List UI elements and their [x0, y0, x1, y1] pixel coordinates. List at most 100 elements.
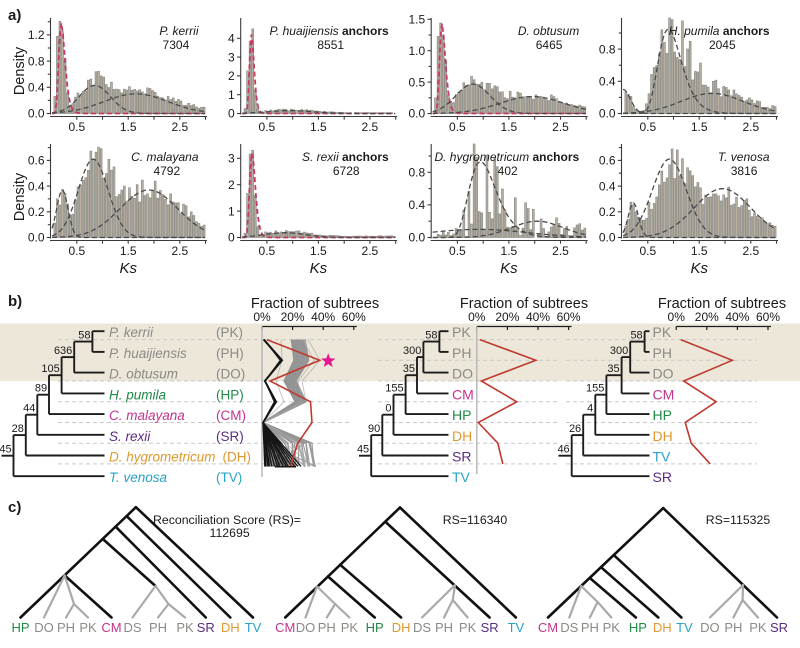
svg-text:26: 26 [569, 423, 581, 435]
svg-text:2.5: 2.5 [362, 120, 379, 134]
svg-text:0.8: 0.8 [599, 42, 616, 56]
svg-text:c): c) [8, 499, 21, 516]
svg-text:Ks: Ks [690, 260, 708, 277]
svg-text:PH: PH [452, 345, 471, 361]
svg-text:PH: PH [724, 620, 742, 635]
svg-text:2.5: 2.5 [742, 120, 759, 134]
svg-text:4: 4 [587, 403, 593, 415]
svg-text:0.5: 0.5 [449, 120, 466, 134]
svg-text:7304: 7304 [163, 38, 190, 52]
svg-text:0.6: 0.6 [28, 154, 45, 168]
svg-text:D. obtusum: D. obtusum [518, 24, 579, 38]
svg-text:DS: DS [413, 620, 431, 635]
svg-text:b): b) [8, 293, 22, 310]
svg-text:20%: 20% [495, 310, 519, 324]
svg-text:60%: 60% [557, 310, 581, 324]
svg-text:40%: 40% [725, 310, 749, 324]
svg-text:P. huaijiensis anchors: P. huaijiensis anchors [269, 24, 389, 38]
svg-text:S. rexii anchors: S. rexii anchors [302, 150, 389, 164]
svg-text:0.2: 0.2 [599, 205, 616, 219]
svg-text:2.5: 2.5 [552, 244, 569, 258]
svg-text:1.5: 1.5 [691, 120, 708, 134]
svg-text:a): a) [8, 7, 21, 24]
svg-text:2.5: 2.5 [171, 120, 188, 134]
svg-text:(TV): (TV) [216, 470, 242, 485]
svg-text:Density: Density [12, 172, 28, 221]
svg-text:CM: CM [452, 386, 474, 402]
svg-text:PH: PH [318, 620, 336, 635]
svg-text:155: 155 [385, 383, 403, 395]
svg-text:0: 0 [228, 107, 235, 121]
svg-text:60%: 60% [342, 310, 366, 324]
svg-text:0%: 0% [253, 310, 271, 324]
svg-text:Reconciliation Score (RS)=: Reconciliation Score (RS)= [153, 513, 301, 527]
svg-text:0.6: 0.6 [599, 154, 616, 168]
svg-text:(PH): (PH) [216, 346, 244, 361]
svg-text:P. kerrii: P. kerrii [159, 24, 198, 38]
svg-text:(SR): (SR) [216, 429, 244, 444]
svg-text:(DO): (DO) [216, 367, 245, 382]
svg-text:89: 89 [35, 383, 47, 395]
svg-text:0.5: 0.5 [409, 75, 426, 89]
svg-text:2: 2 [228, 178, 235, 192]
svg-text:2: 2 [228, 69, 235, 83]
svg-text:0: 0 [228, 231, 235, 245]
svg-text:TV: TV [653, 449, 672, 465]
svg-text:402: 402 [498, 164, 518, 178]
svg-text:60%: 60% [756, 310, 780, 324]
svg-text:1.5: 1.5 [120, 244, 137, 258]
svg-text:(DH): (DH) [223, 450, 252, 465]
svg-text:300: 300 [610, 345, 628, 357]
svg-text:8551: 8551 [317, 38, 344, 52]
svg-text:0%: 0% [468, 310, 486, 324]
svg-text:112695: 112695 [210, 526, 250, 540]
svg-text:RS=115325: RS=115325 [706, 513, 771, 527]
svg-text:40%: 40% [526, 310, 550, 324]
svg-text:PK: PK [452, 324, 471, 340]
svg-text:PH: PH [581, 620, 599, 635]
svg-text:S. rexii: S. rexii [109, 429, 151, 444]
svg-text:20%: 20% [281, 310, 305, 324]
svg-text:0.5: 0.5 [449, 244, 466, 258]
svg-text:1: 1 [228, 204, 235, 218]
svg-text:Ks: Ks [310, 260, 328, 277]
svg-text:90: 90 [368, 423, 380, 435]
svg-text:300: 300 [403, 345, 421, 357]
svg-text:0.5: 0.5 [68, 244, 85, 258]
svg-text:2.5: 2.5 [171, 244, 188, 258]
svg-text:58: 58 [630, 330, 642, 342]
svg-text:28: 28 [12, 423, 24, 435]
svg-text:155: 155 [586, 383, 604, 395]
svg-text:SR: SR [481, 620, 499, 635]
svg-text:DH: DH [221, 620, 240, 635]
svg-text:2.5: 2.5 [552, 120, 569, 134]
svg-text:P. huaijiensis: P. huaijiensis [109, 346, 187, 361]
svg-text:0.5: 0.5 [259, 244, 276, 258]
svg-text:1.5: 1.5 [310, 120, 327, 134]
svg-text:PK: PK [653, 324, 672, 340]
svg-text:PH: PH [435, 620, 453, 635]
svg-text:0.4: 0.4 [409, 198, 426, 212]
svg-text:CM: CM [275, 620, 295, 635]
svg-text:PK: PK [749, 620, 767, 635]
svg-text:0.8: 0.8 [28, 54, 45, 68]
svg-text:1.5: 1.5 [691, 244, 708, 258]
svg-text:TV: TV [508, 620, 525, 635]
svg-text:1.5: 1.5 [310, 244, 327, 258]
svg-text:D. hygrometricum: D. hygrometricum [109, 450, 216, 465]
svg-text:40%: 40% [311, 310, 335, 324]
svg-text:58: 58 [78, 330, 90, 342]
svg-text:2.5: 2.5 [742, 244, 759, 258]
svg-text:44: 44 [23, 403, 35, 415]
svg-text:HP: HP [11, 620, 29, 635]
svg-text:SR: SR [197, 620, 215, 635]
svg-text:Density: Density [12, 46, 28, 95]
svg-text:H. pumila anchors: H. pumila anchors [669, 24, 770, 38]
svg-text:2.5: 2.5 [362, 244, 379, 258]
svg-text:0.8: 0.8 [409, 166, 426, 180]
svg-text:1.2: 1.2 [28, 28, 45, 42]
svg-text:(PK): (PK) [216, 325, 243, 340]
svg-text:DO: DO [452, 366, 473, 382]
svg-text:CM: CM [653, 386, 675, 402]
svg-text:0.4: 0.4 [599, 75, 616, 89]
